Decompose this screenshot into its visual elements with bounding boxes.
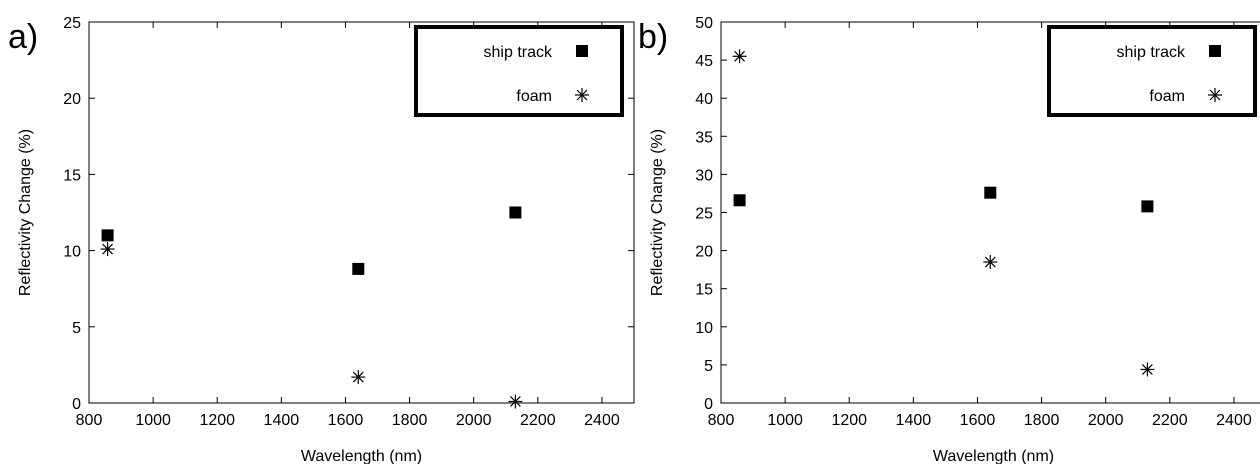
x-axis-title: Wavelength (nm)	[301, 448, 422, 464]
legend-marker-square	[1209, 45, 1221, 57]
series-ship-track	[733, 186, 1154, 213]
x-tick-label: 2000	[1088, 412, 1124, 429]
panel-label: a)	[8, 18, 38, 56]
y-tick-label: 15	[695, 282, 713, 299]
chart-panel-a: a) 800 1000 1200 1400 1600 1800 2000 2200 2400 0 5 1…	[8, 15, 635, 464]
legend-marker-asterisk	[1208, 88, 1222, 102]
y-tick-label: 10	[63, 244, 81, 261]
legend-box	[414, 25, 624, 117]
legend-marker-asterisk	[575, 88, 589, 102]
data-point-square	[733, 194, 746, 207]
x-tick-label: 1600	[328, 412, 364, 429]
x-tick-label: 800	[76, 412, 103, 429]
data-point-square	[352, 262, 365, 275]
x-tick-label: 1400	[896, 412, 932, 429]
y-tick-label: 40	[695, 91, 713, 108]
y-tick-label: 35	[695, 129, 713, 146]
series-foam	[732, 49, 1155, 377]
x-tick-label: 800	[708, 412, 735, 429]
series-foam	[100, 242, 523, 409]
x-tick-label: 1200	[831, 412, 867, 429]
x-tick-label: 2000	[456, 412, 492, 429]
legend-marker-square	[576, 45, 588, 57]
legend-box	[1047, 25, 1257, 117]
chart-panel-b: b) 800 1000 1200 1400 1600 1800 2000 2200 2400 0 5 1…	[638, 15, 1260, 464]
x-tick-label: 2400	[584, 412, 620, 429]
y-tick-label: 20	[63, 91, 81, 108]
y-tick-label: 25	[695, 206, 713, 223]
panel-label: b)	[638, 18, 668, 56]
y-tick-label: 0	[72, 396, 81, 413]
data-point-asterisk	[732, 49, 747, 64]
data-point-square	[509, 206, 522, 219]
data-point-asterisk	[351, 370, 366, 385]
y-tick-label: 50	[695, 15, 713, 32]
series-ship-track	[101, 206, 522, 275]
y-tick-label: 15	[63, 167, 81, 184]
legend-label: foam	[1149, 88, 1185, 105]
y-tick-label: 0	[704, 396, 713, 413]
x-axis-title: Wavelength (nm)	[933, 448, 1054, 464]
data-point-asterisk	[983, 255, 998, 270]
x-tick-label: 2400	[1216, 412, 1252, 429]
legend-label: foam	[516, 88, 552, 105]
x-tick-label: 1800	[1024, 412, 1060, 429]
y-tick-label: 25	[63, 15, 81, 32]
y-tick-label: 45	[695, 53, 713, 70]
data-point-asterisk	[1140, 362, 1155, 377]
y-tick-label: 20	[695, 244, 713, 261]
plot-frame	[88, 21, 635, 404]
legend-label: ship track	[1117, 44, 1186, 61]
x-tick-label: 2200	[520, 412, 556, 429]
data-point-square	[984, 186, 997, 199]
x-tick-label: 2200	[1152, 412, 1188, 429]
y-tick-label: 10	[695, 320, 713, 337]
y-tick-label: 5	[704, 358, 713, 375]
data-point-square	[1141, 200, 1154, 213]
y-axis-title: Reflectivity Change (%)	[17, 129, 34, 296]
x-tick-label: 1000	[135, 412, 171, 429]
y-tick-label: 30	[695, 167, 713, 184]
data-point-square	[101, 229, 114, 242]
data-point-asterisk	[508, 394, 523, 409]
x-tick-label: 1200	[199, 412, 235, 429]
y-tick-label: 5	[72, 320, 81, 337]
x-tick-label: 1800	[392, 412, 428, 429]
data-point-asterisk	[100, 242, 115, 257]
y-axis-title: Reflectivity Change (%)	[649, 129, 666, 296]
legend: ship track foam	[1047, 25, 1257, 117]
x-tick-label: 1400	[264, 412, 300, 429]
legend-label: ship track	[484, 44, 553, 61]
x-tick-label: 1600	[960, 412, 996, 429]
x-tick-label: 1000	[767, 412, 803, 429]
legend: ship track foam	[414, 25, 624, 117]
